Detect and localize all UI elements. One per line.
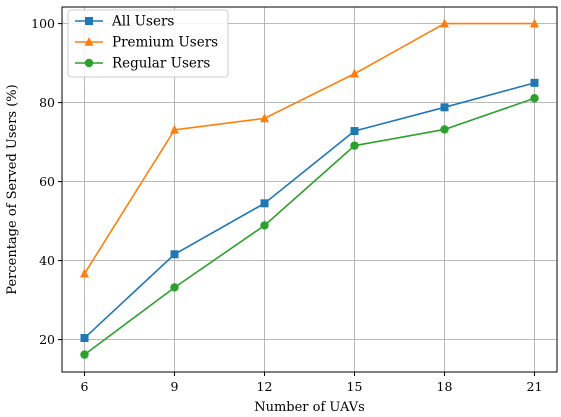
series-line (84, 97, 535, 356)
legend-item: All Users (75, 14, 174, 30)
plot-frame (61, 6, 558, 373)
legend-marker (85, 17, 93, 25)
data-point (170, 283, 179, 292)
data-point (440, 18, 449, 28)
x-tick-label: 15 (347, 379, 363, 394)
series-2 (80, 94, 539, 359)
x-tick-label: 6 (81, 379, 89, 394)
data-point (260, 113, 269, 123)
y-tick-label: 80 (39, 95, 55, 110)
data-point (350, 127, 359, 136)
data-point (260, 221, 269, 230)
series-line (83, 22, 535, 275)
y-tick-label: 60 (39, 174, 55, 189)
legend-item: Premium Users (75, 35, 218, 51)
y-axis-label: Percentage of Served Users (%) (5, 84, 20, 294)
legend-box (67, 9, 229, 78)
y-tick-label: 20 (39, 332, 55, 347)
legend-label: Regular Users (112, 56, 210, 72)
series-1 (80, 18, 539, 278)
data-point (170, 124, 179, 134)
data-point (260, 199, 269, 208)
y-tick-label: 100 (31, 16, 55, 31)
legend-marker (84, 37, 94, 46)
x-tick-label: 12 (257, 379, 273, 394)
data-point (170, 250, 179, 259)
legend-label: All Users (111, 14, 174, 30)
data-point (80, 334, 89, 343)
series-0 (80, 78, 539, 343)
y-tick-label: 40 (39, 253, 55, 268)
data-point (80, 350, 89, 359)
data-point (80, 268, 89, 278)
legend-marker (84, 58, 94, 68)
x-tick-label: 9 (171, 379, 179, 394)
data-point (530, 18, 539, 28)
data-point (440, 125, 449, 134)
x-axis-label: Number of UAVs (254, 400, 365, 415)
data-point (530, 78, 539, 87)
series-layer (80, 18, 539, 359)
legend: All Users Premium Users Regular Users (67, 9, 229, 78)
data-point (530, 94, 539, 103)
data-point (440, 103, 449, 112)
x-tick-label: 18 (437, 379, 453, 394)
data-point (350, 68, 359, 78)
legend-item: Regular Users (75, 56, 210, 72)
legend-label: Premium Users (112, 35, 218, 51)
data-point (350, 141, 359, 150)
ticks: 6 9 12 15 18 21 20 40 60 80 100 (31, 16, 542, 394)
x-tick-label: 21 (527, 379, 543, 394)
series-line (83, 82, 535, 339)
